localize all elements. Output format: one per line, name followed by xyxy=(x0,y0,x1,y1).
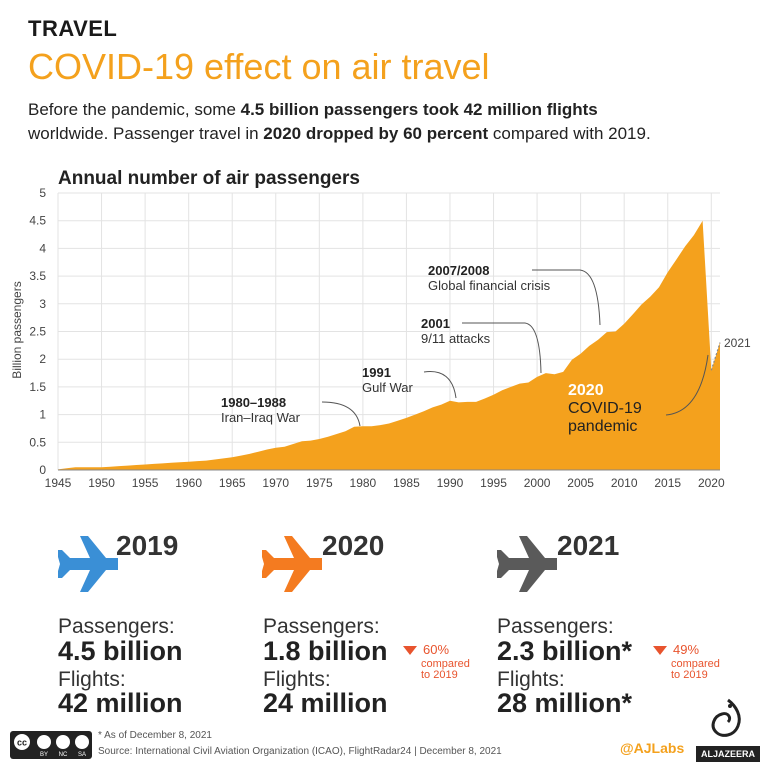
footnote: * As of December 8, 2021 xyxy=(98,730,212,741)
leader-911 xyxy=(462,322,542,374)
ajlabs-handle: @AJLabs xyxy=(620,740,685,756)
stat-flights-2020: 24 million xyxy=(263,688,388,718)
passenger-area-chart: 0 0.5 1 1.5 2 2.5 3 3.5 4 4.5 5 Billion passengers… xyxy=(10,186,751,490)
aljazeera-logo-icon xyxy=(711,698,741,737)
creative-commons-badge: cc BY NC SA xyxy=(10,731,92,759)
y-tick-label: 2.5 xyxy=(29,325,46,339)
svg-text:SA: SA xyxy=(78,752,86,758)
change-note-2020-l1: compared xyxy=(421,658,470,670)
y-tick-label: 3.5 xyxy=(29,269,46,283)
stat-flights-2021: 28 million* xyxy=(497,688,633,718)
y-tick-label: 1.5 xyxy=(29,380,46,394)
stat-passengers-label-2021: Passengers: xyxy=(497,615,614,638)
x-tick-label: 1980 xyxy=(350,476,377,490)
annotation-crisis-text: Global financial crisis xyxy=(428,278,551,293)
y-tick-label: 5 xyxy=(39,186,46,200)
x-tick-label: 1955 xyxy=(132,476,159,490)
x-tick-label: 2005 xyxy=(567,476,594,490)
category-label: TRAVEL xyxy=(28,16,118,41)
airplane-blue-icon xyxy=(58,536,118,592)
y-axis-ticks: 0 0.5 1 1.5 2 2.5 3 3.5 4 4.5 5 xyxy=(29,186,46,477)
stat-year-2021: 2021 xyxy=(557,530,620,561)
annotation-911-year: 2001 xyxy=(421,316,450,331)
dashed-2021-segment xyxy=(710,342,721,371)
annotation-covid-text-2: pandemic xyxy=(568,418,637,435)
x-tick-label: 1950 xyxy=(88,476,115,490)
svg-text:BY: BY xyxy=(40,752,48,758)
stat-flights-label-2019: Flights: xyxy=(58,668,126,691)
stat-passengers-label-2019: Passengers: xyxy=(58,615,175,638)
stat-passengers-2021: 2.3 billion* xyxy=(497,636,633,666)
headline: COVID-19 effect on air travel xyxy=(28,46,490,87)
svg-text:cc: cc xyxy=(17,738,27,748)
x-tick-label: 1995 xyxy=(480,476,507,490)
stat-year-2020: 2020 xyxy=(322,530,385,561)
change-percent-2020: 60% xyxy=(423,642,450,657)
x-tick-label: 1970 xyxy=(262,476,289,490)
annotation-covid-year: 2020 xyxy=(568,382,604,399)
annotation-gulf-war-year: 1991 xyxy=(362,365,391,380)
change-note-2021-l1: compared xyxy=(671,658,720,670)
leader-iran-iraq xyxy=(321,401,361,427)
svg-text:NC: NC xyxy=(59,752,68,758)
x-axis-ticks: 1945 1950 1955 1960 1965 1970 1975 1980 1985 1990… xyxy=(45,476,725,490)
intro-line-1: Before the pandemic, some 4.5 billion pa… xyxy=(28,100,598,119)
annotation-gulf-war-text: Gulf War xyxy=(362,380,413,395)
aljazeera-brand: ALJAZEERA xyxy=(696,746,760,762)
intro-line-2: worldwide. Passenger travel in 2020 drop… xyxy=(28,124,651,143)
leader-financial-crisis xyxy=(532,269,601,326)
stat-flights-2019: 42 million xyxy=(58,688,183,718)
annotation-911-text: 9/11 attacks xyxy=(421,331,491,346)
annotation-iran-iraq-text: Iran–Iraq War xyxy=(221,410,301,425)
stat-flights-label-2021: Flights: xyxy=(497,668,565,691)
x-tick-label: 1975 xyxy=(306,476,333,490)
chart-title: Annual number of air passengers xyxy=(58,168,360,189)
x-tick-label: 2015 xyxy=(654,476,681,490)
y-tick-label: 0.5 xyxy=(29,435,46,449)
y-axis-label: Billion passengers xyxy=(10,281,24,378)
y-tick-label: 4 xyxy=(39,241,46,255)
change-percent-2021: 49% xyxy=(673,642,700,657)
x-tick-label: 2020 xyxy=(698,476,725,490)
stat-passengers-2019: 4.5 billion xyxy=(58,636,183,666)
x-tick-label: 1985 xyxy=(393,476,420,490)
change-note-2020-l2: to 2019 xyxy=(421,669,458,681)
source-line: Source: International Civil Aviation Org… xyxy=(98,746,502,757)
change-note-2021-l2: to 2019 xyxy=(671,669,708,681)
x-tick-label: 2000 xyxy=(524,476,551,490)
decrease-triangle-2021 xyxy=(653,646,667,655)
y-tick-label: 4.5 xyxy=(29,214,46,228)
stat-passengers-label-2020: Passengers: xyxy=(263,615,380,638)
leader-gulf-war xyxy=(423,371,457,399)
stat-year-2019: 2019 xyxy=(116,530,179,561)
airplane-grey-icon xyxy=(497,536,557,592)
y-tick-label: 1 xyxy=(39,408,46,422)
stat-flights-label-2020: Flights: xyxy=(263,668,331,691)
annotation-crisis-years: 2007/2008 xyxy=(428,263,489,278)
airplane-orange-icon xyxy=(262,536,322,592)
annotation-iran-iraq-years: 1980–1988 xyxy=(221,395,286,410)
y-tick-label: 2 xyxy=(39,352,46,366)
x-tick-label: 1945 xyxy=(45,476,72,490)
annotation-covid-text: COVID-19 xyxy=(568,400,642,417)
cc-icon: cc BY NC SA xyxy=(14,734,89,758)
x-tick-label: 1960 xyxy=(175,476,202,490)
x-tick-label: 2010 xyxy=(611,476,638,490)
stat-passengers-2020: 1.8 billion xyxy=(263,636,388,666)
leader-covid xyxy=(665,354,709,416)
y-tick-label: 0 xyxy=(39,463,46,477)
decrease-triangle-2020 xyxy=(403,646,417,655)
y-tick-label: 3 xyxy=(39,297,46,311)
end-label-2021: 2021 xyxy=(724,336,751,350)
x-tick-label: 1965 xyxy=(219,476,246,490)
passenger-area xyxy=(58,220,720,470)
x-tick-label: 1990 xyxy=(437,476,464,490)
